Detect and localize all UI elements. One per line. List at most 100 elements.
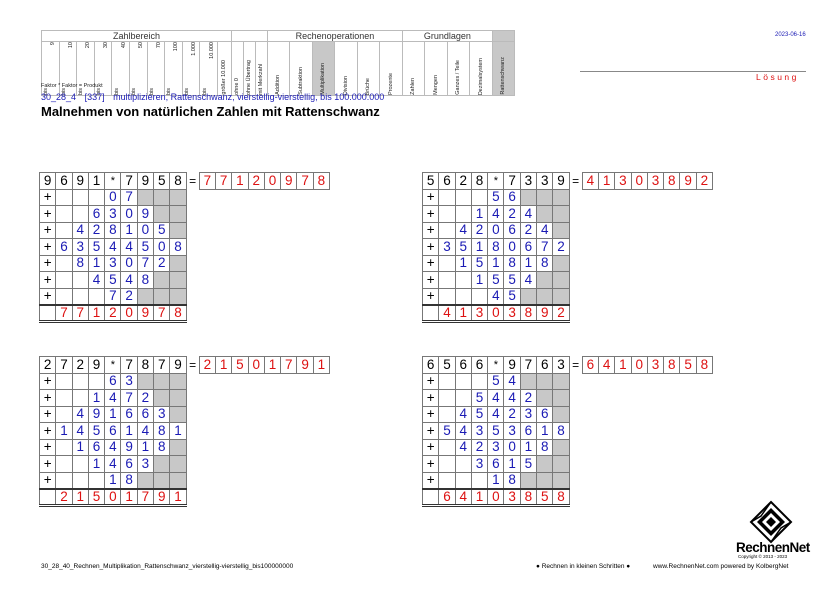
total-digit: 9 — [536, 303, 554, 323]
partial-digit — [438, 405, 456, 423]
partial-digit: 3 — [120, 372, 138, 390]
plus-sign: + — [421, 271, 440, 289]
operation-col: Multiplikation — [311, 41, 336, 96]
factor-a-digit: 6 — [454, 356, 472, 374]
result-digit: 9 — [296, 356, 314, 374]
partial-digit — [438, 271, 456, 289]
col-label: Mengen — [432, 75, 439, 95]
partial-row: +1 4 2 4 — [421, 205, 713, 223]
total-digit: 5 — [87, 487, 106, 507]
partial-digit — [470, 188, 489, 206]
total-digit: 1 — [87, 303, 106, 323]
uebertrag-col: ohne Übertrag — [242, 41, 256, 96]
partial-digit — [169, 372, 187, 390]
col-top-label: 20 — [85, 42, 92, 49]
partial-digit: 1 — [503, 455, 521, 473]
col-top-label: 10.000 — [208, 42, 215, 59]
partial-digit: 2 — [153, 254, 171, 272]
zahlbereich-col: bis 40 — [111, 41, 130, 96]
partial-digit: 4 — [503, 372, 521, 390]
partial-digit — [55, 405, 73, 423]
partial-digit — [169, 389, 187, 407]
partial-digit: 0 — [487, 221, 505, 239]
partial-digit: 5 — [487, 422, 505, 440]
factor-a-digit: 2 — [71, 356, 89, 374]
factor-a-digit: 9 — [87, 356, 106, 374]
result-digit: 8 — [663, 356, 681, 374]
partial-digit — [519, 372, 538, 390]
total-digit: 1 — [169, 487, 187, 507]
problem-header-row: 9 6 9 1 * 7 9 5 8 = 7 7 1 2 0 9 7 8 — [38, 172, 331, 190]
partial-row: +0 7 — [38, 188, 330, 206]
copyright: Copyright © 2013 - 2023 — [738, 554, 788, 559]
partial-digit — [169, 221, 187, 239]
partial-digit: 4 — [104, 238, 122, 256]
partial-digit — [55, 372, 73, 390]
partial-digit — [153, 205, 171, 223]
problem-grid-2: 5 6 2 8 * 7 3 3 9 = 4 1 3 0 3 8 9 2 +5 6 +1 4 2 4 +4 2 0 6 2 4 +3 5 1 8 0 6… — [421, 172, 714, 323]
partial-digit — [438, 188, 456, 206]
col-top-label: 40 — [120, 42, 127, 49]
partial-digit — [169, 205, 187, 223]
partial-digit — [552, 205, 570, 223]
factor-a-digit: 2 — [38, 356, 57, 374]
zahlbereich-col: bis 1.000 — [181, 41, 201, 96]
factor-a-digit: 5 — [438, 356, 456, 374]
partial-row: +4 5 4 2 3 6 — [421, 405, 713, 423]
plus-sign: + — [38, 422, 57, 440]
total-digit: 5 — [536, 487, 554, 507]
col-top-label: 50 — [138, 42, 145, 49]
partial-digit: 8 — [153, 438, 171, 456]
result-digit: 7 — [198, 172, 216, 190]
partial-digit — [71, 287, 89, 305]
partial-row: +4 5 — [421, 287, 713, 305]
partial-row: +4 2 3 0 1 8 — [421, 438, 713, 456]
partial-digit: 7 — [136, 254, 155, 272]
partial-digit: 0 — [104, 188, 122, 206]
partial-digit: 6 — [120, 405, 138, 423]
divider — [580, 71, 806, 72]
total-digit: 7 — [136, 487, 155, 507]
partial-digit: 5 — [104, 271, 122, 289]
partial-digit: 4 — [519, 271, 538, 289]
partial-digit: 1 — [120, 422, 138, 440]
partial-digit: 2 — [503, 405, 521, 423]
partial-digit — [136, 188, 155, 206]
partial-digit — [438, 438, 456, 456]
partial-digit: 1 — [87, 389, 106, 407]
col-label: mit Merkzahl — [257, 63, 264, 95]
partial-row: +8 1 3 0 7 2 — [38, 254, 330, 272]
zahlbereich-col: bis 70 — [146, 41, 166, 96]
plus-sign: + — [421, 389, 440, 407]
partial-digit — [454, 372, 472, 390]
partial-digit: 7 — [536, 238, 554, 256]
col-top-label: 70 — [155, 42, 162, 49]
plus-sign: + — [421, 455, 440, 473]
total-digit: 0 — [120, 303, 138, 323]
plus-sign: + — [38, 271, 57, 289]
factor-a-digit: 9 — [71, 172, 89, 190]
partial-row: +1 4 5 6 1 4 8 1 — [38, 422, 330, 440]
result-digit: 3 — [646, 356, 665, 374]
date: 2023-06-16 — [775, 32, 806, 38]
partial-digit — [55, 287, 73, 305]
total-digit: 1 — [71, 487, 89, 507]
partial-digit — [470, 471, 489, 489]
col-label: Dezimalsystem — [477, 57, 484, 95]
partial-digit: 4 — [71, 405, 89, 423]
factor-b-digit: 8 — [169, 172, 187, 190]
result-digit: 2 — [695, 172, 714, 190]
equals-sign: = — [572, 173, 580, 188]
footer-website: www.RechnenNet.com powered by KolbergNet — [653, 563, 789, 570]
zahlbereich-col: bis 10.000 — [199, 41, 218, 96]
col-top-label: 30 — [103, 42, 110, 49]
partial-digit: 4 — [104, 455, 122, 473]
partial-digit — [55, 205, 73, 223]
partial-digit: 4 — [454, 221, 472, 239]
plus-sign: + — [38, 455, 57, 473]
col-label: Ganzes / Teile — [455, 60, 462, 95]
result-digit: 8 — [663, 172, 681, 190]
partial-digit — [438, 254, 456, 272]
